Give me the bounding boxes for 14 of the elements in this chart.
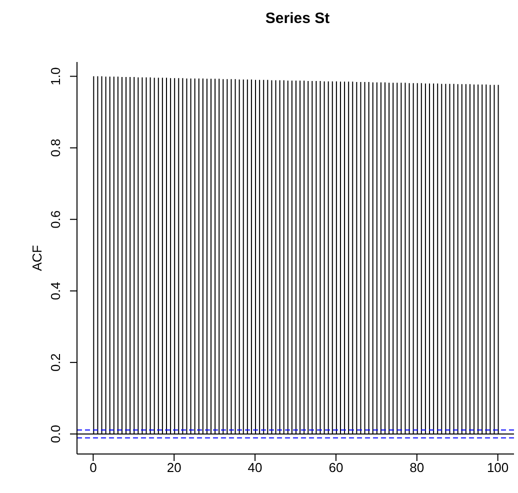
y-tick-label: 0.0: [48, 424, 63, 444]
x-tick-label: 40: [248, 460, 262, 476]
x-tick-label: 80: [410, 460, 424, 476]
y-tick-label: 1.0: [48, 67, 63, 86]
x-tick-label: 60: [328, 460, 344, 476]
y-axis-title: ACF: [30, 245, 44, 271]
x-tick-label: 0: [90, 460, 97, 476]
y-tick-label: 0.8: [48, 138, 63, 157]
x-tick-label: 100: [486, 460, 509, 476]
y-tick-label: 0.4: [48, 282, 63, 300]
x-tick-label: 20: [166, 460, 182, 476]
y-tick-label: 0.6: [48, 210, 63, 228]
y-tick-label: 0.2: [48, 353, 63, 372]
chart-title: Series St: [264, 10, 331, 27]
